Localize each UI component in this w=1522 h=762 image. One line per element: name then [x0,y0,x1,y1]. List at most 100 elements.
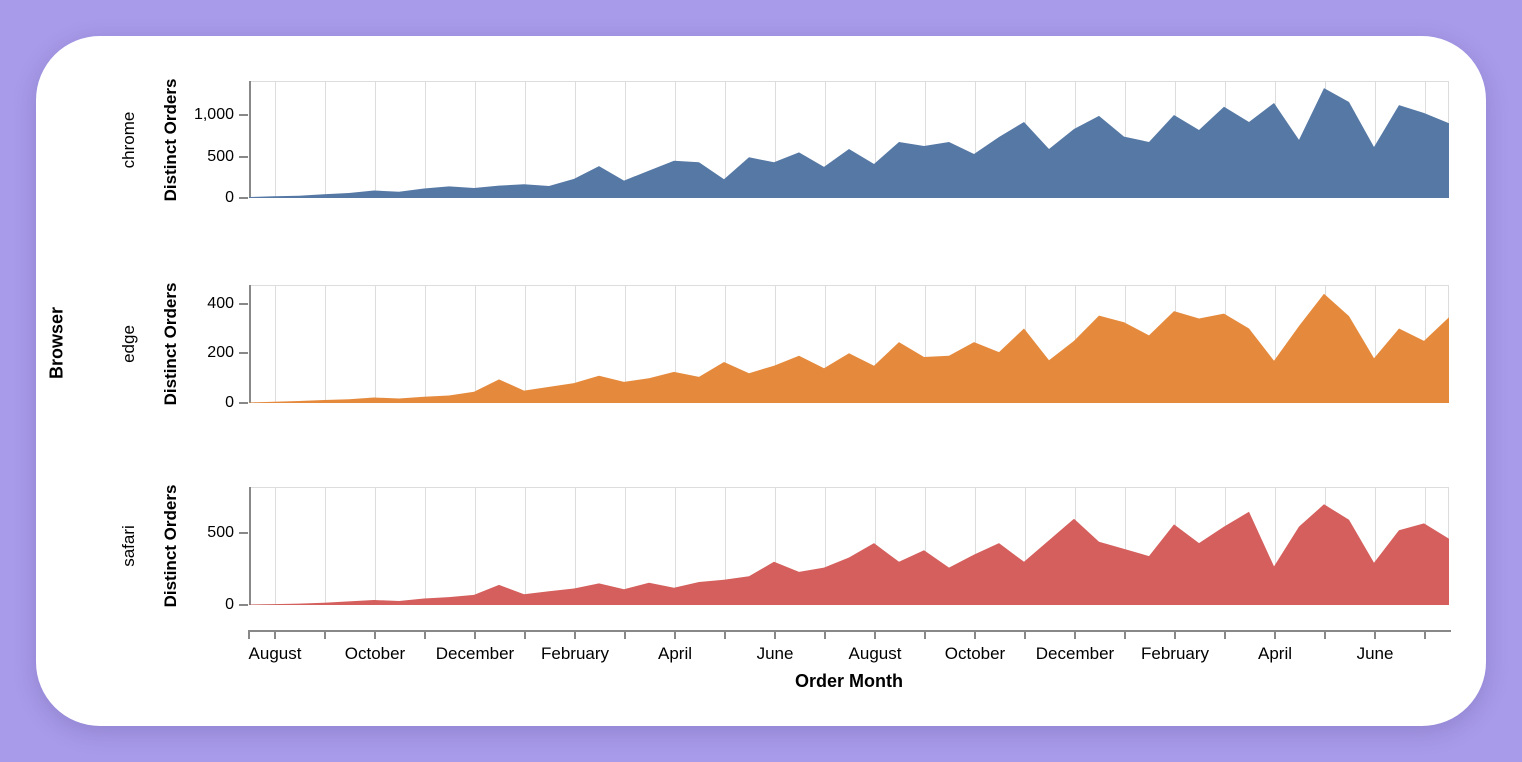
x-tick-mark [674,632,676,639]
x-tick-mark [724,632,726,639]
gridline [475,285,476,403]
x-tick-label: August [248,644,302,663]
plot-border-top [249,285,1449,286]
x-tick-mark [324,632,326,639]
x-tick-mark [1424,632,1426,639]
area-mark-safari [249,504,1449,605]
y-tick-label: 400 [207,294,234,312]
y-tick-mark [239,402,248,404]
facet-row-chrome: chrome Distinct Orders 0 500 1,000 [0,78,1522,206]
x-tick-label: October [944,644,1006,663]
gridline [925,487,926,605]
y-axis-domain-line [249,285,251,403]
facet-label-edge: edge [119,325,138,363]
x-axis: Order Month August October December Februar… [0,630,1522,700]
x-tick-mark [524,632,526,639]
y-axis-domain-line [249,81,251,198]
gridline [975,487,976,605]
plot-border-top [249,81,1449,82]
y-tick-label: 1,000 [193,106,234,124]
plot-area-safari [249,487,1449,605]
facet-row-edge: edge Distinct Orders 0 200 400 [0,283,1522,411]
x-tick-label: June [756,644,794,663]
y-tick-mark [239,604,248,606]
gridline [925,81,926,198]
gridline [825,81,826,198]
x-tick-label: December [435,644,515,663]
gridline [875,285,876,403]
x-axis-domain-line [248,630,1451,632]
facet-label-chrome: chrome [119,111,138,168]
x-tick-mark [974,632,976,639]
x-tick-mark [824,632,826,639]
gridline [575,81,576,198]
y-axis-domain-line [249,487,251,605]
gridline [475,81,476,198]
x-tick-mark [1124,632,1126,639]
x-tick-label: April [1257,644,1292,663]
x-tick-mark [1374,632,1376,639]
gridline [1275,285,1276,403]
x-tick-mark [774,632,776,639]
x-tick-mark [374,632,376,639]
gridline [1375,487,1376,605]
gridline [1125,487,1126,605]
y-axis-title: Distinct Orders [161,484,180,608]
gridline [375,487,376,605]
gridline [625,81,626,198]
gridline [1025,487,1026,605]
x-tick-mark [624,632,626,639]
y-tick-mark [239,197,248,199]
x-tick-mark [1174,632,1176,639]
x-tick-mark [1074,632,1076,639]
x-tick-mark [274,632,276,639]
x-tick-mark [248,632,250,639]
gridline [775,487,776,605]
gridline [825,487,826,605]
y-tick-mark [239,302,248,305]
gridline [825,285,826,403]
y-tick-mark [239,532,248,535]
gridline [325,285,326,403]
gridline [425,81,426,198]
gridline [875,81,876,198]
gridline [775,285,776,403]
x-tick-mark [474,632,476,639]
x-tick-mark [1324,632,1326,639]
y-tick-label: 500 [207,524,234,542]
y-tick-label: 0 [225,394,234,411]
gridline [375,81,376,198]
y-tick-label: 200 [207,344,234,362]
x-tick-mark [424,632,426,639]
x-tick-mark [1274,632,1276,639]
gridline [725,487,726,605]
gridline [275,487,276,605]
gridline [975,81,976,198]
gridline [575,487,576,605]
y-tick-mark [239,114,248,117]
facet-row-safari: safari Distinct Orders 0 500 [0,484,1522,613]
plot-area-edge [249,285,1449,403]
x-tick-label: April [657,644,692,663]
gridline [775,81,776,198]
x-tick-mark [874,632,876,639]
x-tick-label: December [1035,644,1115,663]
gridline [625,285,626,403]
gridline [1375,285,1376,403]
x-tick-label: August [848,644,902,663]
y-tick-label: 500 [207,147,234,165]
x-tick-mark [1224,632,1226,639]
x-tick-mark [924,632,926,639]
gridline [575,285,576,403]
x-tick-mark [574,632,576,639]
x-tick-mark [1024,632,1026,639]
y-tick-label: 0 [225,596,234,613]
gridline [1375,81,1376,198]
gridline [425,487,426,605]
gridline [325,81,326,198]
gridline [325,487,326,605]
gridline [675,81,676,198]
y-tick-mark [239,155,248,158]
gridline [275,81,276,198]
gridline [425,285,426,403]
